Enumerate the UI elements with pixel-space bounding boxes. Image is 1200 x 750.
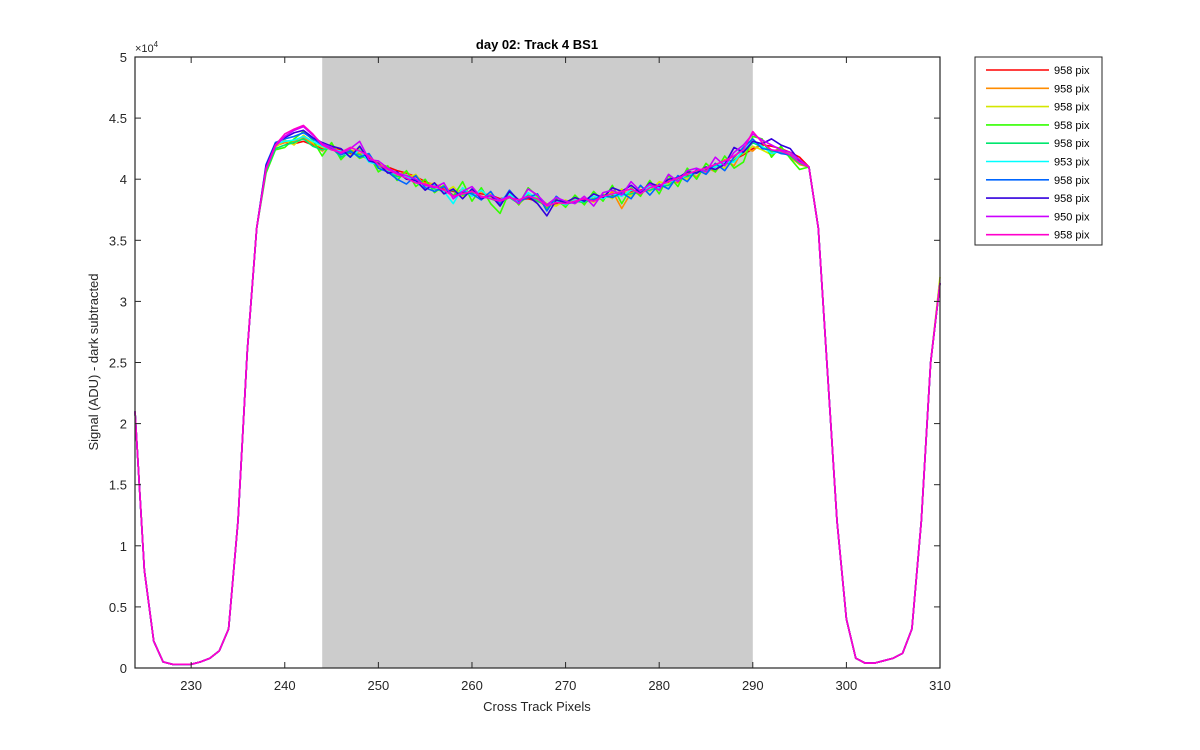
x-tick-label: 260 bbox=[461, 678, 483, 693]
y-tick-label: 0 bbox=[120, 661, 127, 676]
y-tick-label: 3 bbox=[120, 294, 127, 309]
x-tick-label: 300 bbox=[836, 678, 858, 693]
legend-label-10: 958 pix bbox=[1054, 230, 1090, 242]
x-tick-label: 230 bbox=[180, 678, 202, 693]
x-tick-label: 290 bbox=[742, 678, 764, 693]
x-tick-label: 280 bbox=[648, 678, 670, 693]
x-tick-label: 240 bbox=[274, 678, 296, 693]
y-tick-label: 4.5 bbox=[109, 111, 127, 126]
x-axis-label: Cross Track Pixels bbox=[483, 699, 591, 714]
y-multiplier: ×104 bbox=[135, 40, 159, 55]
legend-label-4: 958 pix bbox=[1054, 120, 1090, 132]
chart-title: day 02: Track 4 BS1 bbox=[476, 37, 598, 52]
series-layer bbox=[134, 124, 941, 666]
y-tick-label: 1.5 bbox=[109, 478, 127, 493]
ticks-layer: 230 240 250 260 270 280 290 300 310 0 0.5 1 1.5 2 2.5 3… bbox=[109, 50, 951, 693]
legend-label-8: 958 pix bbox=[1054, 193, 1090, 205]
x-tick-label: 310 bbox=[929, 678, 951, 693]
legend-label-9: 950 pix bbox=[1054, 211, 1090, 223]
legend-label-2: 958 pix bbox=[1054, 83, 1090, 95]
x-tick-label: 270 bbox=[555, 678, 577, 693]
legend-label-7: 958 pix bbox=[1054, 175, 1090, 187]
legend: 958 pix 958 pix 958 pix 958 pix 958 pix 953 p… bbox=[974, 56, 1103, 246]
y-tick-label: 1 bbox=[120, 539, 127, 554]
y-tick-label: 0.5 bbox=[109, 600, 127, 615]
y-multiplier-base: ×10 bbox=[135, 43, 154, 55]
y-tick-label: 2.5 bbox=[109, 356, 127, 371]
y-tick-label: 3.5 bbox=[109, 233, 127, 248]
y-axis-label: Signal (ADU) - dark subtracted bbox=[86, 273, 101, 450]
legend-entries: 958 pix 958 pix 958 pix 958 pix 958 pix 953 p… bbox=[986, 65, 1090, 242]
series-line-10 bbox=[134, 124, 941, 666]
x-tick-label: 250 bbox=[368, 678, 390, 693]
y-tick-label: 5 bbox=[120, 50, 127, 65]
y-tick-label: 4 bbox=[120, 172, 127, 187]
shaded-region bbox=[322, 57, 753, 668]
y-tick-label: 2 bbox=[120, 417, 127, 432]
legend-label-3: 958 pix bbox=[1054, 102, 1090, 114]
legend-label-5: 958 pix bbox=[1054, 138, 1090, 150]
legend-label-1: 958 pix bbox=[1054, 65, 1090, 77]
y-multiplier-exp: 4 bbox=[154, 40, 159, 49]
legend-label-6: 953 pix bbox=[1054, 157, 1090, 169]
